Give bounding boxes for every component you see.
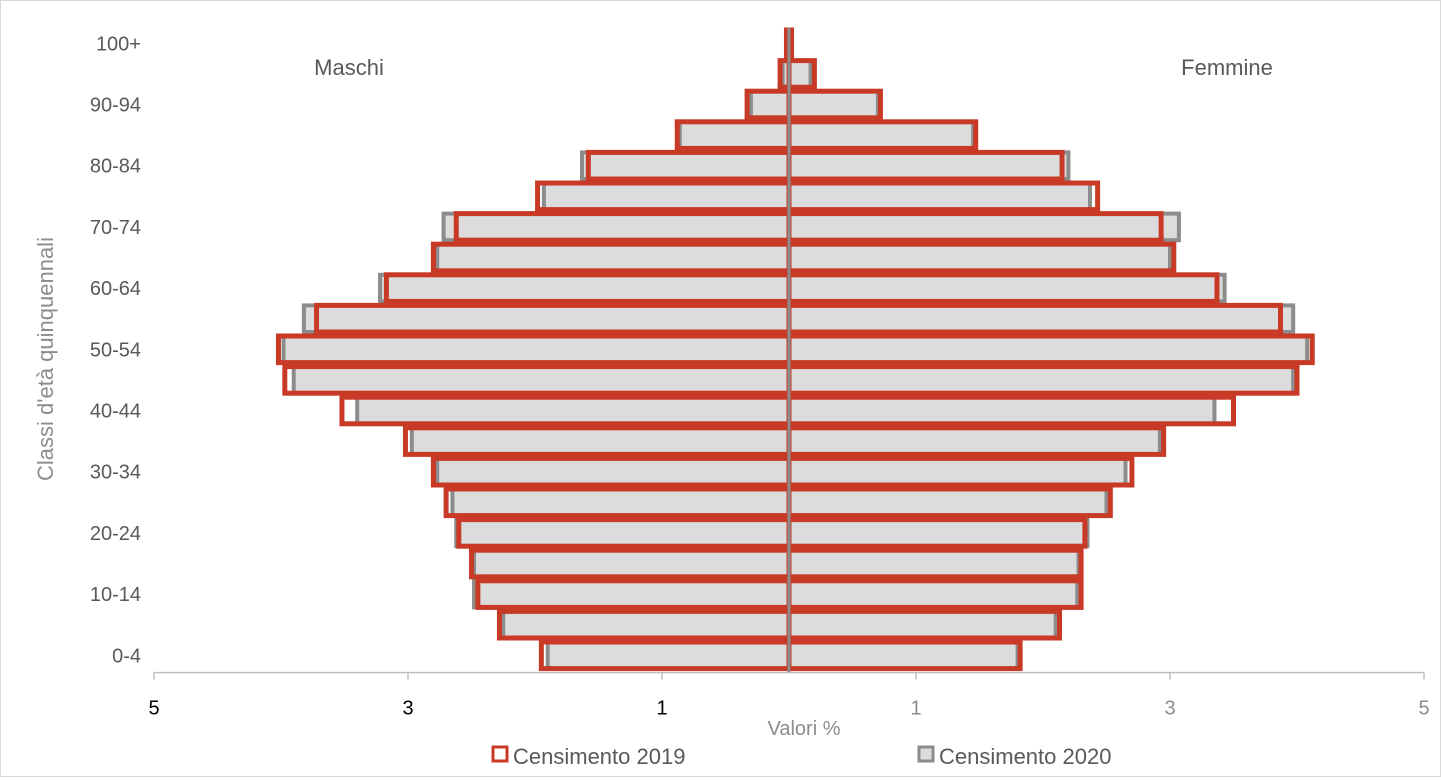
- x-tick-label: 3: [1164, 698, 1175, 720]
- y-tick-label: 40-44: [90, 401, 141, 423]
- bar-2020-maschi-0-4: [545, 640, 792, 671]
- bar-2020-maschi-15-19: [472, 548, 791, 579]
- bar-2020-femmine-75-79: [787, 181, 1092, 212]
- bar-2020-femmine-5-9: [787, 609, 1058, 641]
- bar-2020-femmine-60-64: [787, 272, 1227, 304]
- x-tick-label: 5: [1418, 698, 1429, 720]
- legend-label-2019: Censimento 2019: [513, 744, 685, 769]
- x-axis-title: Valori %: [768, 718, 841, 740]
- y-tick-label: 20-24: [90, 523, 141, 545]
- series-2019-bars: [275, 27, 1315, 672]
- legend-swatch-2019: [491, 745, 509, 763]
- legend-swatch-2020: [917, 745, 935, 763]
- bar-2020-femmine-0-4: [787, 640, 1020, 671]
- y-tick-label: 80-84: [90, 156, 141, 178]
- bar-2020-femmine-10-14: [787, 578, 1080, 610]
- bar-2020-maschi-55-59: [301, 303, 791, 334]
- y-tick-label: 10-14: [90, 584, 141, 606]
- legend-label-2020: Censimento 2020: [939, 744, 1111, 769]
- y-axis-title: Classi d'età quinquennali: [33, 237, 58, 481]
- bar-2020-femmine-80-84: [787, 150, 1071, 181]
- bar-2020-femmine-35-39: [787, 425, 1162, 457]
- x-axis-ticks: 5 3 1 1 3 5: [148, 672, 1430, 720]
- bar-2020-femmine-45-49: [787, 364, 1296, 396]
- bar-2020-maschi-10-14: [472, 578, 791, 610]
- bar-2020-maschi-20-24: [454, 517, 791, 549]
- femmine-label: Femmine: [1181, 55, 1273, 80]
- bar-2020-maschi-65-69: [435, 242, 791, 273]
- y-axis-ticks: 0-4 10-14 20-24 30-34 40-44 50-54 60-64 70-74 80…: [90, 33, 141, 667]
- y-tick-label: 70-74: [90, 217, 141, 239]
- bar-2020-maschi-80-84: [579, 150, 791, 181]
- bar-2020-femmine-55-59: [787, 303, 1296, 334]
- x-tick-label: 1: [656, 698, 667, 720]
- maschi-label: Maschi: [314, 55, 384, 80]
- y-tick-label: 30-34: [90, 462, 141, 484]
- bar-2020-maschi-60-64: [378, 272, 791, 304]
- bar-2020-femmine-15-19: [787, 548, 1081, 579]
- bar-2020-femmine-50-54: [787, 334, 1310, 365]
- bar-2020-femmine-40-44: [787, 395, 1217, 426]
- y-tick-label: 100+: [96, 33, 141, 55]
- bar-2020-maschi-50-54: [281, 334, 791, 365]
- series-2020-bars: [281, 28, 1310, 671]
- bar-2020-femmine-90-94: [787, 89, 880, 120]
- y-tick-label: 0-4: [112, 645, 141, 667]
- bar-2020-maschi-25-29: [450, 487, 791, 518]
- bar-2020-maschi-35-39: [409, 425, 791, 457]
- y-tick-label: 60-64: [90, 278, 141, 300]
- y-tick-label: 90-94: [90, 95, 141, 117]
- bar-2020-femmine-25-29: [787, 487, 1109, 518]
- x-tick-label: 1: [910, 698, 921, 720]
- bar-2020-femmine-70-74: [787, 211, 1181, 243]
- bar-2020-maschi-45-49: [291, 364, 791, 396]
- legend: Censimento 2019 Censimento 2020: [491, 744, 1111, 769]
- bar-2020-maschi-85-89: [677, 119, 792, 151]
- bar-2020-maschi-75-79: [541, 181, 792, 212]
- bar-2020-femmine-30-34: [787, 456, 1128, 487]
- bar-2020-femmine-65-69: [787, 242, 1172, 273]
- bar-2020-maschi-70-74: [441, 211, 791, 243]
- x-tick-label: 3: [402, 698, 413, 720]
- bar-2020-maschi-30-34: [435, 456, 791, 487]
- bar-2020-maschi-40-44: [355, 395, 791, 426]
- bar-2020-femmine-95-99: [787, 58, 813, 90]
- y-tick-label: 50-54: [90, 339, 141, 361]
- x-tick-label: 5: [148, 698, 159, 720]
- bar-2020-femmine-20-24: [787, 517, 1090, 549]
- bar-2020-femmine-85-89: [787, 119, 976, 151]
- bar-2020-maschi-5-9: [501, 609, 791, 641]
- bar-2020-maschi-90-94: [748, 89, 792, 120]
